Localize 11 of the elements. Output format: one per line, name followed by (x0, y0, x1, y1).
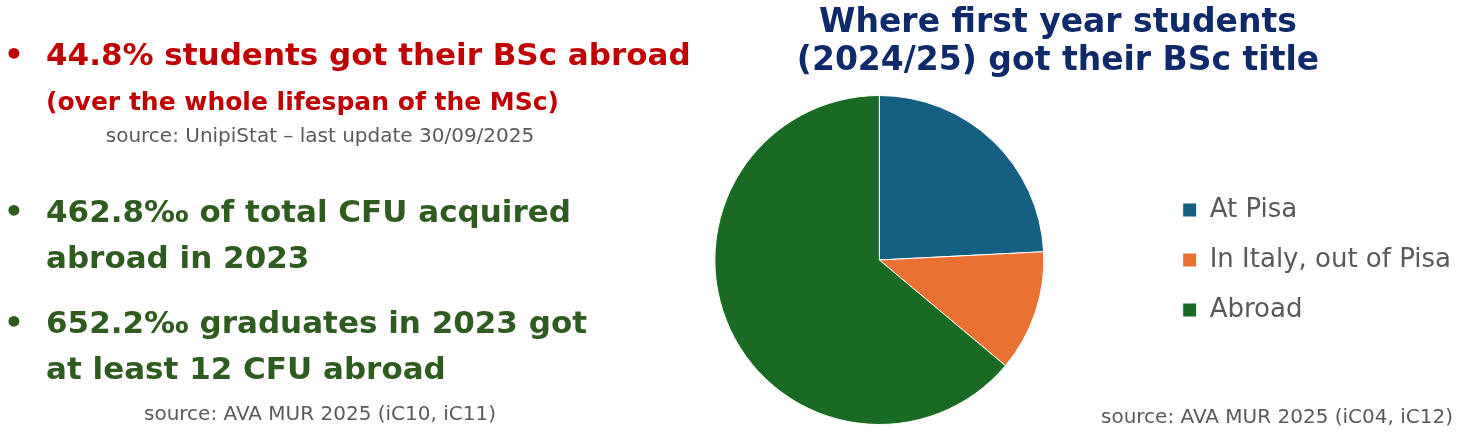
source-note: source: AVA MUR 2025 (iC10, iC11) (143, 401, 497, 425)
legend-label: In Italy, out of Pisa (1209, 242, 1451, 273)
legend-label: Abroad (1209, 292, 1303, 323)
source-note: source: AVA MUR 2025 (iC04, iC12) (1100, 404, 1453, 428)
text: (over the whole lifespan of the MSc) (46, 86, 560, 118)
source-note: source: UnipiStat – last update 30/09/2025 (104, 123, 536, 147)
legend-label: At Pisa (1209, 192, 1298, 223)
chart-title: Where first year students (2024/25) got their BSc title (795, 1, 1321, 78)
text: • 44.8% students got their BSc abroad (4, 35, 692, 74)
text: • 652.2‰ graduates in 2023 got at least 12 CFU abroad (4, 303, 589, 388)
text: • 462.8‰ of total CFU acquired abroad in 2023 (4, 192, 572, 277)
